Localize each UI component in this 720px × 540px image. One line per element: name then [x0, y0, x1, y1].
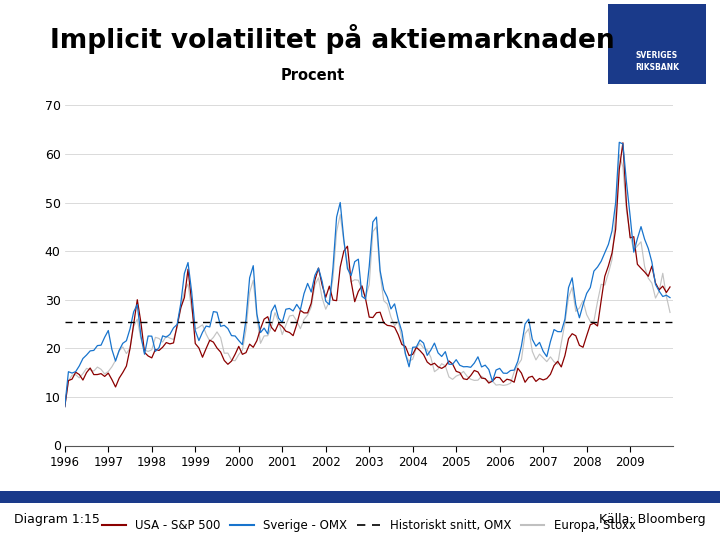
Text: SVERIGES
RIKSBANK: SVERIGES RIKSBANK	[635, 51, 679, 72]
Text: Implicit volatilitet på aktiemarknaden: Implicit volatilitet på aktiemarknaden	[50, 24, 615, 55]
Text: Källa: Bloomberg: Källa: Bloomberg	[599, 513, 706, 526]
Legend: USA - S&P 500, Sverige - OMX, Historiskt snitt, OMX, Europa, Stoxx: USA - S&P 500, Sverige - OMX, Historiskt…	[98, 514, 640, 537]
Text: Procent: Procent	[281, 68, 346, 83]
Text: Diagram 1:15: Diagram 1:15	[14, 513, 100, 526]
